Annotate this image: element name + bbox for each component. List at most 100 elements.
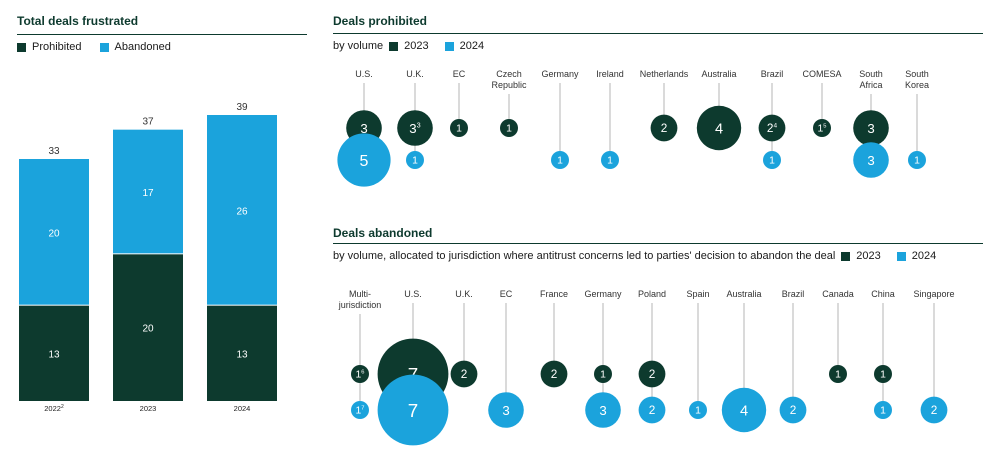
x-tick-label: 2024 <box>234 404 251 413</box>
jurisdiction-label: South <box>859 69 883 79</box>
bubble-2024 <box>351 401 369 419</box>
bubble-2023-value: 16 <box>356 370 365 381</box>
bubble-2023-value: 2 <box>661 121 668 135</box>
prohibited-subtitle: by volume <box>333 40 384 52</box>
x-tick-label: 20222 <box>44 404 64 413</box>
x-tick-label: 2023 <box>140 404 157 413</box>
legend-label-2024: 2024 <box>459 40 485 52</box>
legend-swatch-abandoned <box>99 42 109 52</box>
legend-swatch-2024 <box>444 41 454 51</box>
bubble-2023-footnote: 6 <box>361 370 364 376</box>
jurisdiction-label: Brazil <box>761 69 784 79</box>
bubble-2023 <box>450 360 478 388</box>
bar-value-prohibited: 13 <box>48 349 60 360</box>
bubble-2023 <box>351 365 369 383</box>
bubble-2023-value: 15 <box>818 124 827 135</box>
bar-value-abandoned: 26 <box>236 206 248 217</box>
bubble-2023 <box>638 360 666 388</box>
abandoned-title-rule <box>333 243 983 244</box>
jurisdiction-label: COMESA <box>802 69 841 79</box>
jurisdiction-label: EC <box>453 69 466 79</box>
bubble-2024 <box>551 151 569 169</box>
jurisdiction-label: South <box>905 69 929 79</box>
abandoned-legend: by volume, allocated to jurisdiction whe… <box>333 250 936 262</box>
bar-prohibited <box>207 305 277 401</box>
bubble-2024 <box>874 401 892 419</box>
bubble-2024-value: 3 <box>502 403 509 418</box>
total-title: Total deals frustrated <box>17 14 139 28</box>
bubble-2023-value: 3 <box>867 121 874 136</box>
bubble-2023 <box>813 119 831 137</box>
jurisdiction-label: U.K. <box>406 69 424 79</box>
bubble-2024-value: 2 <box>790 403 797 417</box>
bar-abandoned <box>19 159 89 305</box>
bubble-2023-value: 1 <box>880 370 886 381</box>
bubble-2023-value: 1 <box>835 370 841 381</box>
bubble-2024-value: 2 <box>931 403 938 417</box>
bubble-2024-value: 1 <box>914 156 920 167</box>
bubble-2024 <box>763 151 781 169</box>
bubble-2024 <box>638 396 666 424</box>
bubble-2023-value: 3 <box>360 121 367 136</box>
jurisdiction-label: Australia <box>701 69 736 79</box>
jurisdiction-label: U.S. <box>404 289 422 299</box>
bubble-2024-value: 7 <box>408 400 418 421</box>
legend-label-2023: 2023 <box>856 250 881 262</box>
bar-value-prohibited: 20 <box>142 324 154 335</box>
legend-label-abandoned: Abandoned <box>114 41 171 53</box>
legend-label-2024: 2024 <box>911 250 937 262</box>
jurisdiction-label: France <box>540 289 568 299</box>
prohibited-title: Deals prohibited <box>333 14 428 28</box>
bubble-2023-value: 2 <box>551 367 558 381</box>
total-legend: Prohibited Abandoned <box>17 41 171 53</box>
bubble-2023 <box>758 114 786 142</box>
bubble-2024-value: 3 <box>599 403 606 418</box>
bubble-2024 <box>488 392 524 428</box>
bubble-2024 <box>585 392 621 428</box>
bubble-2023 <box>397 110 433 146</box>
bubble-2023-value: 2 <box>461 367 468 381</box>
bar-total-label: 37 <box>142 117 154 128</box>
bar-total-label: 33 <box>48 146 60 157</box>
bubble-2024-value: 1 <box>769 156 775 167</box>
jurisdiction-label: U.K. <box>455 289 473 299</box>
prohibited-legend: by volume 2023 2024 <box>333 40 484 52</box>
bubble-2023-value: 1 <box>600 370 606 381</box>
bubble-2024 <box>721 387 767 433</box>
bubble-2023 <box>696 105 742 151</box>
jurisdiction-label: Multi- <box>349 289 371 299</box>
bubble-2023 <box>874 365 892 383</box>
bar-total-label: 39 <box>236 102 248 113</box>
bubble-2023 <box>500 119 518 137</box>
jurisdiction-label: EC <box>500 289 513 299</box>
bubble-2024 <box>779 396 807 424</box>
bubble-2023-footnote: 3 <box>417 120 421 129</box>
jurisdiction-label: Germany <box>584 289 622 299</box>
legend-swatch-prohibited <box>17 42 26 52</box>
bubble-2024 <box>908 151 926 169</box>
legend-label-2023: 2023 <box>404 40 429 52</box>
jurisdiction-label: Czech <box>496 69 522 79</box>
bubble-2023-value: 1 <box>506 124 512 135</box>
bubble-2024-value: 4 <box>740 403 748 419</box>
bubble-2023-value: 2 <box>649 367 656 381</box>
jurisdiction-label: China <box>871 289 895 299</box>
jurisdiction-label: Spain <box>686 289 709 299</box>
bubble-2023-footnote: 4 <box>773 123 777 130</box>
bubble-2024 <box>689 401 707 419</box>
bar-prohibited <box>19 305 89 401</box>
bubble-2024 <box>337 133 391 187</box>
bubble-2024-value: 5 <box>360 153 369 170</box>
bubble-2024-value: 1 <box>880 406 886 417</box>
bubble-2023-value: 7 <box>408 364 418 385</box>
bubble-2024 <box>853 142 889 178</box>
jurisdiction-label: Netherlands <box>640 69 689 79</box>
bar-value-abandoned: 20 <box>48 228 60 239</box>
jurisdiction-label: Ireland <box>596 69 624 79</box>
bubble-2023 <box>450 119 468 137</box>
bubble-2023 <box>650 114 678 142</box>
bar-prohibited <box>113 254 183 401</box>
jurisdiction-label: Republic <box>491 80 527 90</box>
bubble-2023-value: 33 <box>409 120 420 135</box>
